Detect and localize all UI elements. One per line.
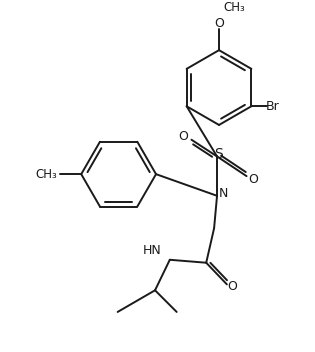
Text: O: O — [179, 130, 188, 143]
Text: HN: HN — [143, 244, 162, 257]
Text: O: O — [227, 280, 237, 293]
Text: CH₃: CH₃ — [223, 1, 245, 14]
Text: CH₃: CH₃ — [35, 168, 57, 181]
Text: N: N — [218, 187, 228, 200]
Text: Br: Br — [266, 100, 280, 113]
Text: O: O — [249, 172, 258, 186]
Text: O: O — [214, 17, 224, 30]
Text: S: S — [214, 147, 222, 162]
